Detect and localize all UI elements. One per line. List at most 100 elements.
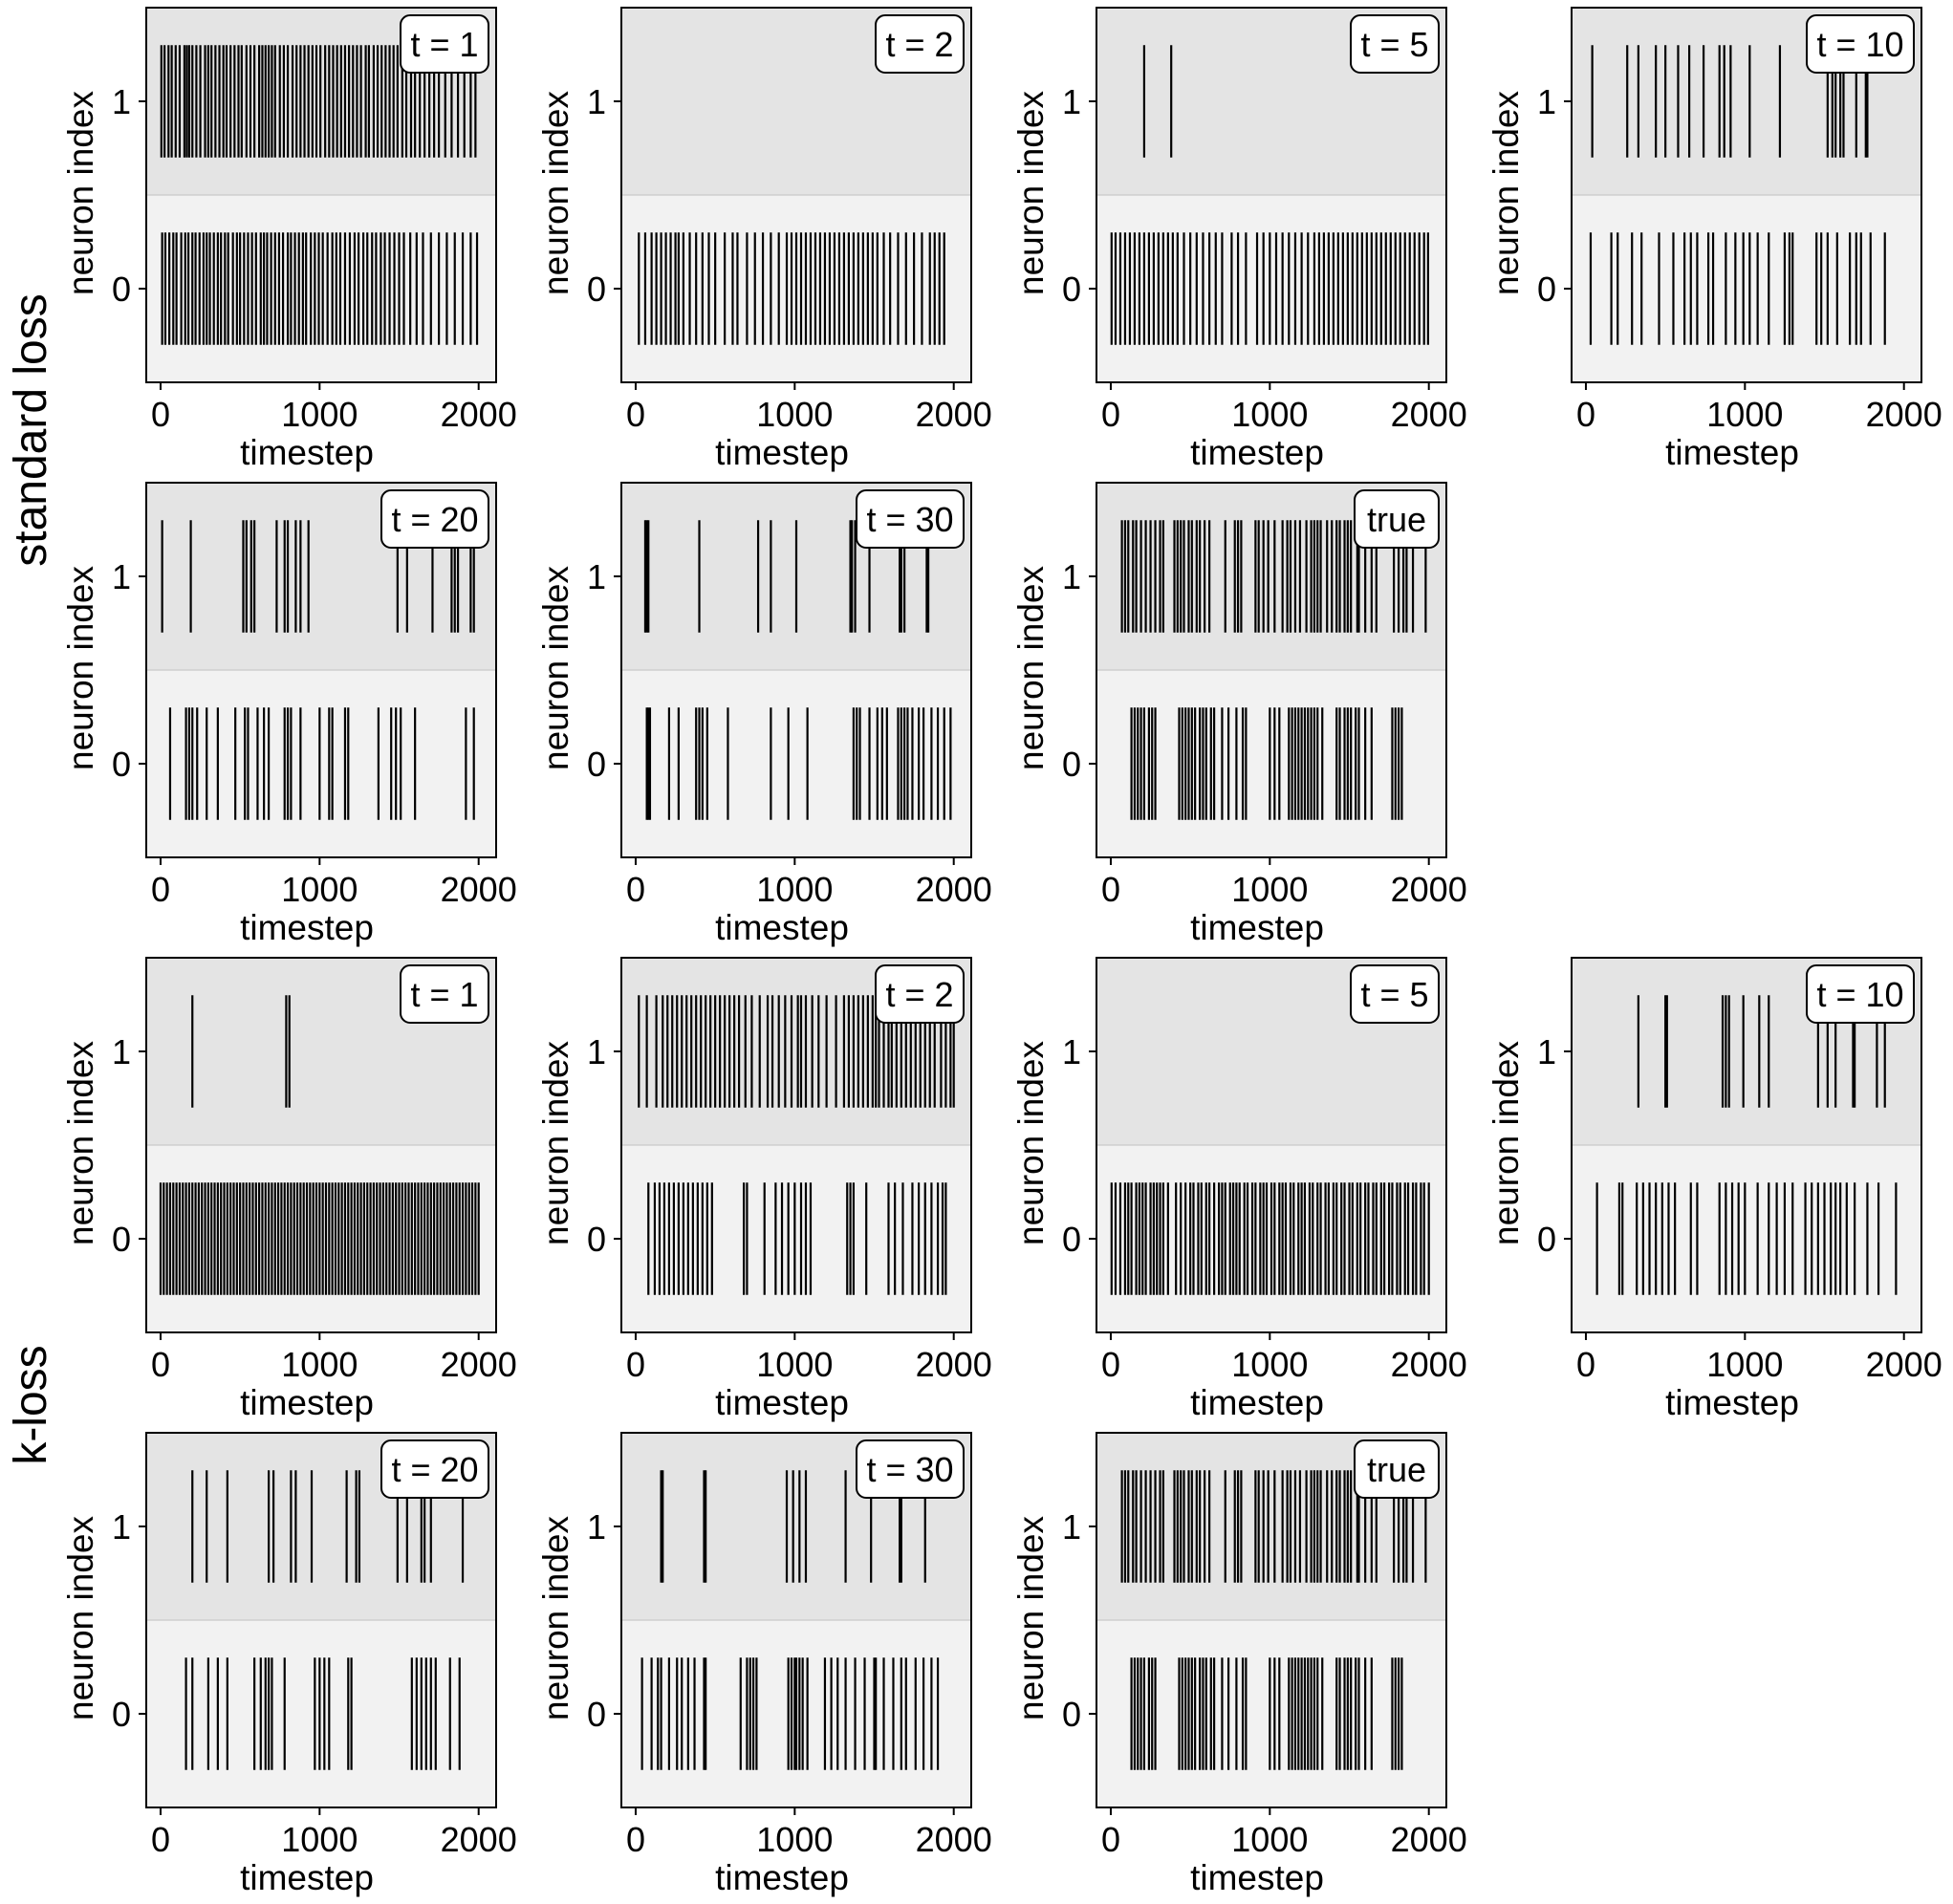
panel-label-box <box>875 14 965 74</box>
panel-label-box <box>856 1439 965 1499</box>
x-tick-label: 2000 <box>1391 1820 1467 1859</box>
y-axis-label: neuron index <box>1011 91 1051 295</box>
x-tick-label: 2000 <box>916 1820 992 1859</box>
x-tick-label: 0 <box>626 1820 645 1859</box>
raster-panel: 0 1 0 1000 2000 timestep neuron index t = 20 <box>61 482 517 947</box>
panel-label-box <box>856 489 965 549</box>
x-tick-label: 2000 <box>1866 1345 1942 1384</box>
x-tick-label: 1000 <box>1231 1345 1308 1384</box>
y-axis-label: neuron index <box>61 91 100 295</box>
x-tick-label: 2000 <box>1391 1345 1467 1384</box>
y-tick-label: 1 <box>1062 1032 1081 1071</box>
panel-label: t = 30 <box>866 1450 953 1489</box>
y-axis-label: neuron index <box>536 1041 575 1245</box>
x-tick-label: 1000 <box>756 870 833 909</box>
y-tick-label: 1 <box>587 82 606 121</box>
panel-label: t = 5 <box>1360 25 1428 64</box>
y-tick-label: 1 <box>1062 82 1081 121</box>
x-tick-label: 1000 <box>281 395 358 434</box>
y-tick-label: 0 <box>1062 1220 1081 1259</box>
panel-label: t = 10 <box>1816 975 1903 1014</box>
x-tick-label: 1000 <box>1231 395 1308 434</box>
plot-frame <box>620 482 972 858</box>
x-tick-label: 2000 <box>916 870 992 909</box>
y-tick-label: 1 <box>1537 82 1556 121</box>
panel-label: t = 20 <box>391 1450 478 1489</box>
x-axis-label: timestep <box>1665 433 1799 472</box>
y-tick-label: 0 <box>112 270 131 309</box>
panel-label: t = 1 <box>410 975 478 1014</box>
y-tick-label: 1 <box>587 1507 606 1547</box>
y-tick-label: 0 <box>1537 1220 1556 1259</box>
x-axis-label: timestep <box>240 1858 374 1897</box>
x-tick-label: 2000 <box>441 870 517 909</box>
x-tick-label: 1000 <box>1231 1820 1308 1859</box>
x-tick-label: 2000 <box>916 1345 992 1384</box>
band-neuron-0 <box>1572 195 1921 382</box>
y-axis-label: neuron index <box>1011 1041 1051 1245</box>
plot-frame <box>1096 957 1447 1333</box>
band-neuron-0 <box>1096 195 1446 382</box>
x-tick-label: 2000 <box>441 395 517 434</box>
panel-label: t = 5 <box>1360 975 1428 1014</box>
raster-panel: 0 1 0 1000 2000 timestep neuron index t = 20 <box>61 1432 517 1897</box>
x-tick-label: 2000 <box>1391 870 1467 909</box>
raster-panel: 0 1 0 1000 2000 timestep neuron index t = 30 <box>536 482 992 947</box>
x-axis-label: timestep <box>240 1383 374 1422</box>
plot-frame <box>620 7 972 383</box>
x-tick-label: 2000 <box>916 395 992 434</box>
y-tick-label: 1 <box>112 82 131 121</box>
band-neuron-0 <box>146 1620 496 1807</box>
raster-panel: 0 1 0 1000 2000 timestep neuron index t = 30 <box>536 1432 992 1897</box>
panel-label-box <box>400 14 489 74</box>
plot-frame <box>1571 957 1922 1333</box>
y-axis-label: neuron index <box>536 1516 575 1720</box>
x-axis-label: timestep <box>715 1383 849 1422</box>
y-tick-label: 0 <box>112 1695 131 1734</box>
x-tick-label: 0 <box>626 395 645 434</box>
raster-panel: 0 1 0 1000 2000 timestep neuron index t = 2 <box>536 7 992 472</box>
x-tick-label: 1000 <box>756 395 833 434</box>
y-tick-label: 1 <box>112 1032 131 1071</box>
x-tick-label: 0 <box>151 1345 170 1384</box>
x-axis-label: timestep <box>1190 433 1324 472</box>
raster-panel: 0 1 0 1000 2000 timestep neuron index t = 1 <box>61 7 517 472</box>
plot-frame <box>145 7 497 383</box>
panel-label: t = 2 <box>885 975 953 1014</box>
x-tick-label: 0 <box>1101 870 1120 909</box>
x-axis-label: timestep <box>1190 1383 1324 1422</box>
x-tick-label: 0 <box>1101 1820 1120 1859</box>
x-tick-label: 2000 <box>441 1820 517 1859</box>
x-axis-label: timestep <box>240 908 374 947</box>
x-axis-label: timestep <box>1190 908 1324 947</box>
panel-label-box <box>875 964 965 1024</box>
plot-frame <box>145 957 497 1333</box>
y-axis-label: neuron index <box>61 1041 100 1245</box>
x-tick-label: 2000 <box>1391 395 1467 434</box>
y-axis-label: neuron index <box>536 91 575 295</box>
y-axis-label: neuron index <box>1011 566 1051 770</box>
panel-label: t = 2 <box>885 25 953 64</box>
plot-frame <box>145 482 497 858</box>
plot-frame <box>1096 1432 1447 1808</box>
y-tick-label: 0 <box>112 1220 131 1259</box>
x-axis-label: timestep <box>715 433 849 472</box>
x-tick-label: 1000 <box>281 870 358 909</box>
x-axis-label: timestep <box>1190 1858 1324 1897</box>
raster-panel: 0 1 0 1000 2000 timestep neuron index t = 1 <box>61 957 517 1422</box>
y-tick-label: 0 <box>1062 1695 1081 1734</box>
plot-frame <box>1096 482 1447 858</box>
y-tick-label: 1 <box>587 557 606 596</box>
panel-label-box <box>1806 14 1915 74</box>
x-tick-label: 1000 <box>756 1345 833 1384</box>
x-tick-label: 1000 <box>1706 1345 1783 1384</box>
plot-frame <box>1571 7 1922 383</box>
x-tick-label: 0 <box>626 870 645 909</box>
plot-frame <box>620 957 972 1333</box>
raster-panel: 0 1 0 1000 2000 timestep neuron index t = 5 <box>1011 957 1467 1422</box>
band-neuron-0 <box>146 195 496 382</box>
x-tick-label: 2000 <box>441 1345 517 1384</box>
panel-label-box <box>1354 1439 1440 1499</box>
